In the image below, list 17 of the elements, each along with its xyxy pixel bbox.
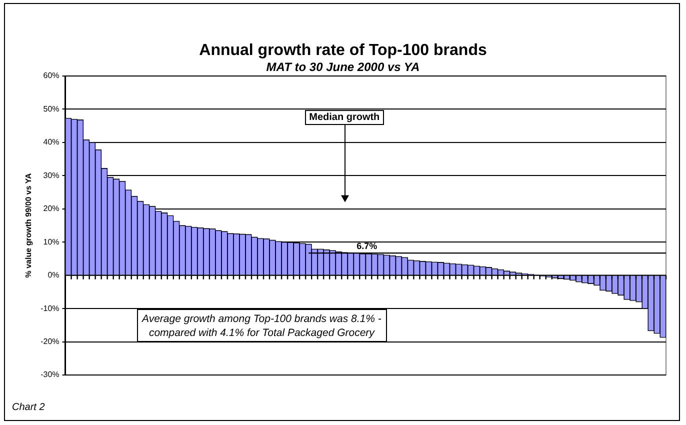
y-tick-label: -30% xyxy=(40,370,60,380)
y-tick-label: -20% xyxy=(40,336,60,346)
chart-subtitle: MAT to 30 June 2000 vs YA xyxy=(266,60,420,74)
annotation: Average growth among Top-100 brands was 8.1% - compared with 4.1% for Total Packaged Grocery xyxy=(136,308,387,342)
y-tick-label: 10% xyxy=(43,237,60,246)
y-axis-title: % value growth 99/00 vs YA xyxy=(24,173,34,278)
y-tick-label: 30% xyxy=(43,170,60,180)
y-tick-label: 40% xyxy=(43,138,60,147)
annotation: Median growth xyxy=(305,110,384,126)
ref-line-label: 6.7% xyxy=(356,241,378,252)
y-tick-label: 0% xyxy=(48,270,60,280)
y-tick-label: -10% xyxy=(40,304,60,313)
y-tick-label: 50% xyxy=(43,104,60,114)
y-tick-label: 60% xyxy=(43,71,60,80)
chart-title: Annual growth rate of Top-100 brands xyxy=(198,42,488,60)
caption: Chart 2 xyxy=(12,402,45,413)
y-tick-label: 20% xyxy=(43,204,60,214)
